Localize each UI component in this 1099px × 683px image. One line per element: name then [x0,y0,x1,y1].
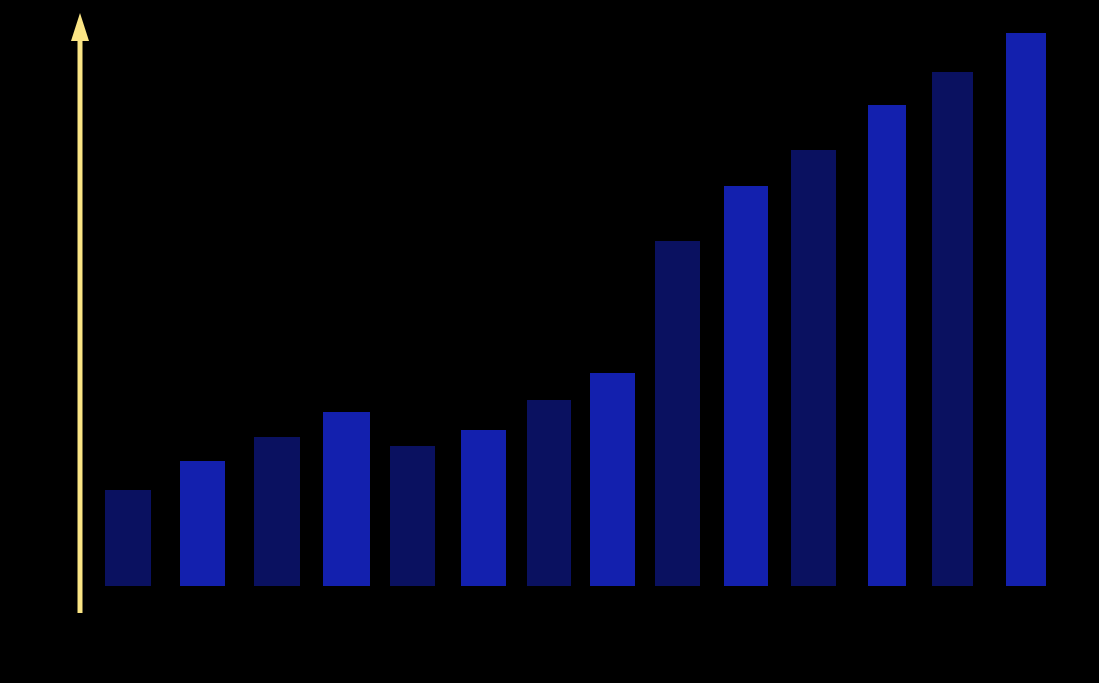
bar-3 [254,437,300,586]
bar-13 [932,72,973,586]
bar-4 [323,412,370,586]
bar-10 [724,186,768,586]
bar-14 [1006,33,1046,586]
bar-8 [590,373,635,586]
bar-9 [655,241,700,586]
bar-2 [180,461,225,586]
bar-6 [461,430,506,586]
bar-7 [527,400,571,586]
bar-1 [105,490,151,586]
bar-12 [868,105,906,586]
bar-5 [390,446,435,586]
bar-11 [791,150,836,586]
